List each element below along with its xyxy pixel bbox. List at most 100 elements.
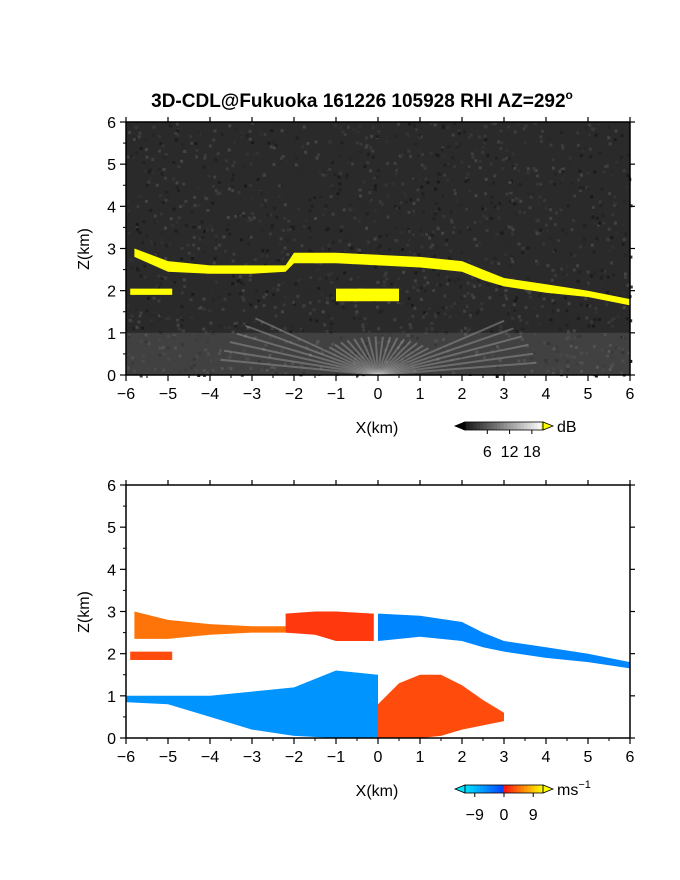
noise-speck (478, 144, 482, 148)
noise-speck (265, 254, 269, 258)
noise-speck (137, 195, 141, 199)
noise-speck (223, 136, 227, 140)
noise-speck (166, 346, 170, 350)
noise-speck (465, 207, 469, 211)
noise-speck (301, 328, 305, 332)
noise-speck (198, 351, 202, 355)
noise-speck (151, 171, 155, 175)
echo-layer-center-patch (336, 288, 399, 302)
noise-speck (217, 181, 221, 184)
noise-speck (211, 201, 215, 205)
noise-speck (486, 154, 490, 158)
noise-speck (464, 253, 468, 257)
noise-speck (284, 372, 288, 376)
noise-speck (427, 176, 431, 180)
noise-speck (231, 330, 235, 334)
noise-speck (215, 238, 219, 242)
noise-speck (158, 353, 162, 357)
noise-speck (139, 146, 143, 150)
colorbar-low-triangle (453, 784, 466, 794)
noise-speck (135, 343, 139, 347)
noise-speck (377, 341, 381, 345)
noise-speck (233, 140, 237, 144)
noise-speck (183, 150, 187, 153)
noise-speck (180, 343, 184, 347)
noise-speck (272, 163, 276, 167)
noise-speck (452, 209, 456, 213)
noise-speck (450, 220, 454, 224)
noise-speck (395, 168, 399, 172)
noise-speck (326, 153, 330, 157)
noise-speck (441, 146, 445, 150)
noise-speck (387, 339, 391, 343)
noise-speck (466, 178, 470, 182)
noise-speck (460, 160, 464, 164)
colorbar-tick-label: 18 (523, 444, 541, 461)
noise-speck (433, 313, 437, 317)
noise-speck (449, 249, 453, 253)
noise-speck (560, 180, 564, 183)
noise-speck (315, 319, 319, 323)
noise-speck (332, 299, 336, 303)
noise-speck (242, 213, 246, 217)
noise-speck (190, 141, 194, 145)
noise-speck (343, 126, 347, 130)
noise-speck (192, 357, 196, 361)
fan-ray (340, 341, 379, 376)
echo-layer-upper (134, 248, 630, 306)
noise-speck (559, 208, 563, 212)
noise-speck (320, 293, 324, 296)
noise-speck (267, 361, 271, 365)
noise-speck (362, 328, 366, 332)
noise-speck (452, 371, 456, 375)
noise-speck (421, 210, 425, 214)
noise-speck (213, 129, 217, 133)
colorbar-swatch (513, 785, 519, 793)
noise-speck (414, 142, 418, 146)
colorbar-swatch (490, 422, 495, 430)
noise-speck (383, 280, 386, 284)
noise-speck (152, 296, 156, 300)
noise-speck (280, 349, 284, 352)
noise-speck (539, 182, 543, 186)
noise-speck (478, 241, 482, 245)
noise-speck (592, 250, 596, 254)
noise-speck (302, 125, 306, 129)
noise-speck (138, 131, 142, 135)
noise-speck (412, 209, 416, 213)
noise-speck (626, 153, 630, 157)
noise-speck (176, 318, 179, 322)
noise-speck (150, 239, 153, 243)
noise-speck (176, 129, 180, 133)
noise-speck (269, 145, 273, 149)
noise-speck (309, 229, 313, 233)
noise-speck (331, 360, 335, 363)
noise-speck (490, 122, 494, 126)
noise-speck (242, 211, 246, 215)
noise-speck (274, 144, 278, 148)
noise-speck (142, 161, 146, 164)
noise-speck (131, 362, 134, 366)
noise-speck (408, 323, 412, 327)
noise-speck (339, 172, 343, 176)
noise-speck (582, 237, 586, 241)
noise-speck (333, 353, 336, 357)
noise-speck (598, 318, 601, 321)
noise-speck (365, 342, 368, 345)
noise-speck (144, 333, 148, 337)
noise-speck (588, 217, 592, 221)
noise-speck (591, 215, 595, 219)
noise-speck (284, 368, 288, 372)
noise-speck (157, 314, 161, 318)
noise-speck (552, 367, 555, 371)
noise-speck (264, 366, 268, 370)
noise-speck (238, 278, 242, 282)
noise-speck (401, 182, 405, 186)
noise-speck (160, 241, 164, 245)
noise-speck (169, 217, 173, 221)
noise-speck (276, 288, 280, 292)
noise-speck (204, 240, 208, 244)
noise-speck (308, 249, 312, 253)
noise-speck (269, 335, 273, 339)
noise-speck (417, 136, 421, 139)
